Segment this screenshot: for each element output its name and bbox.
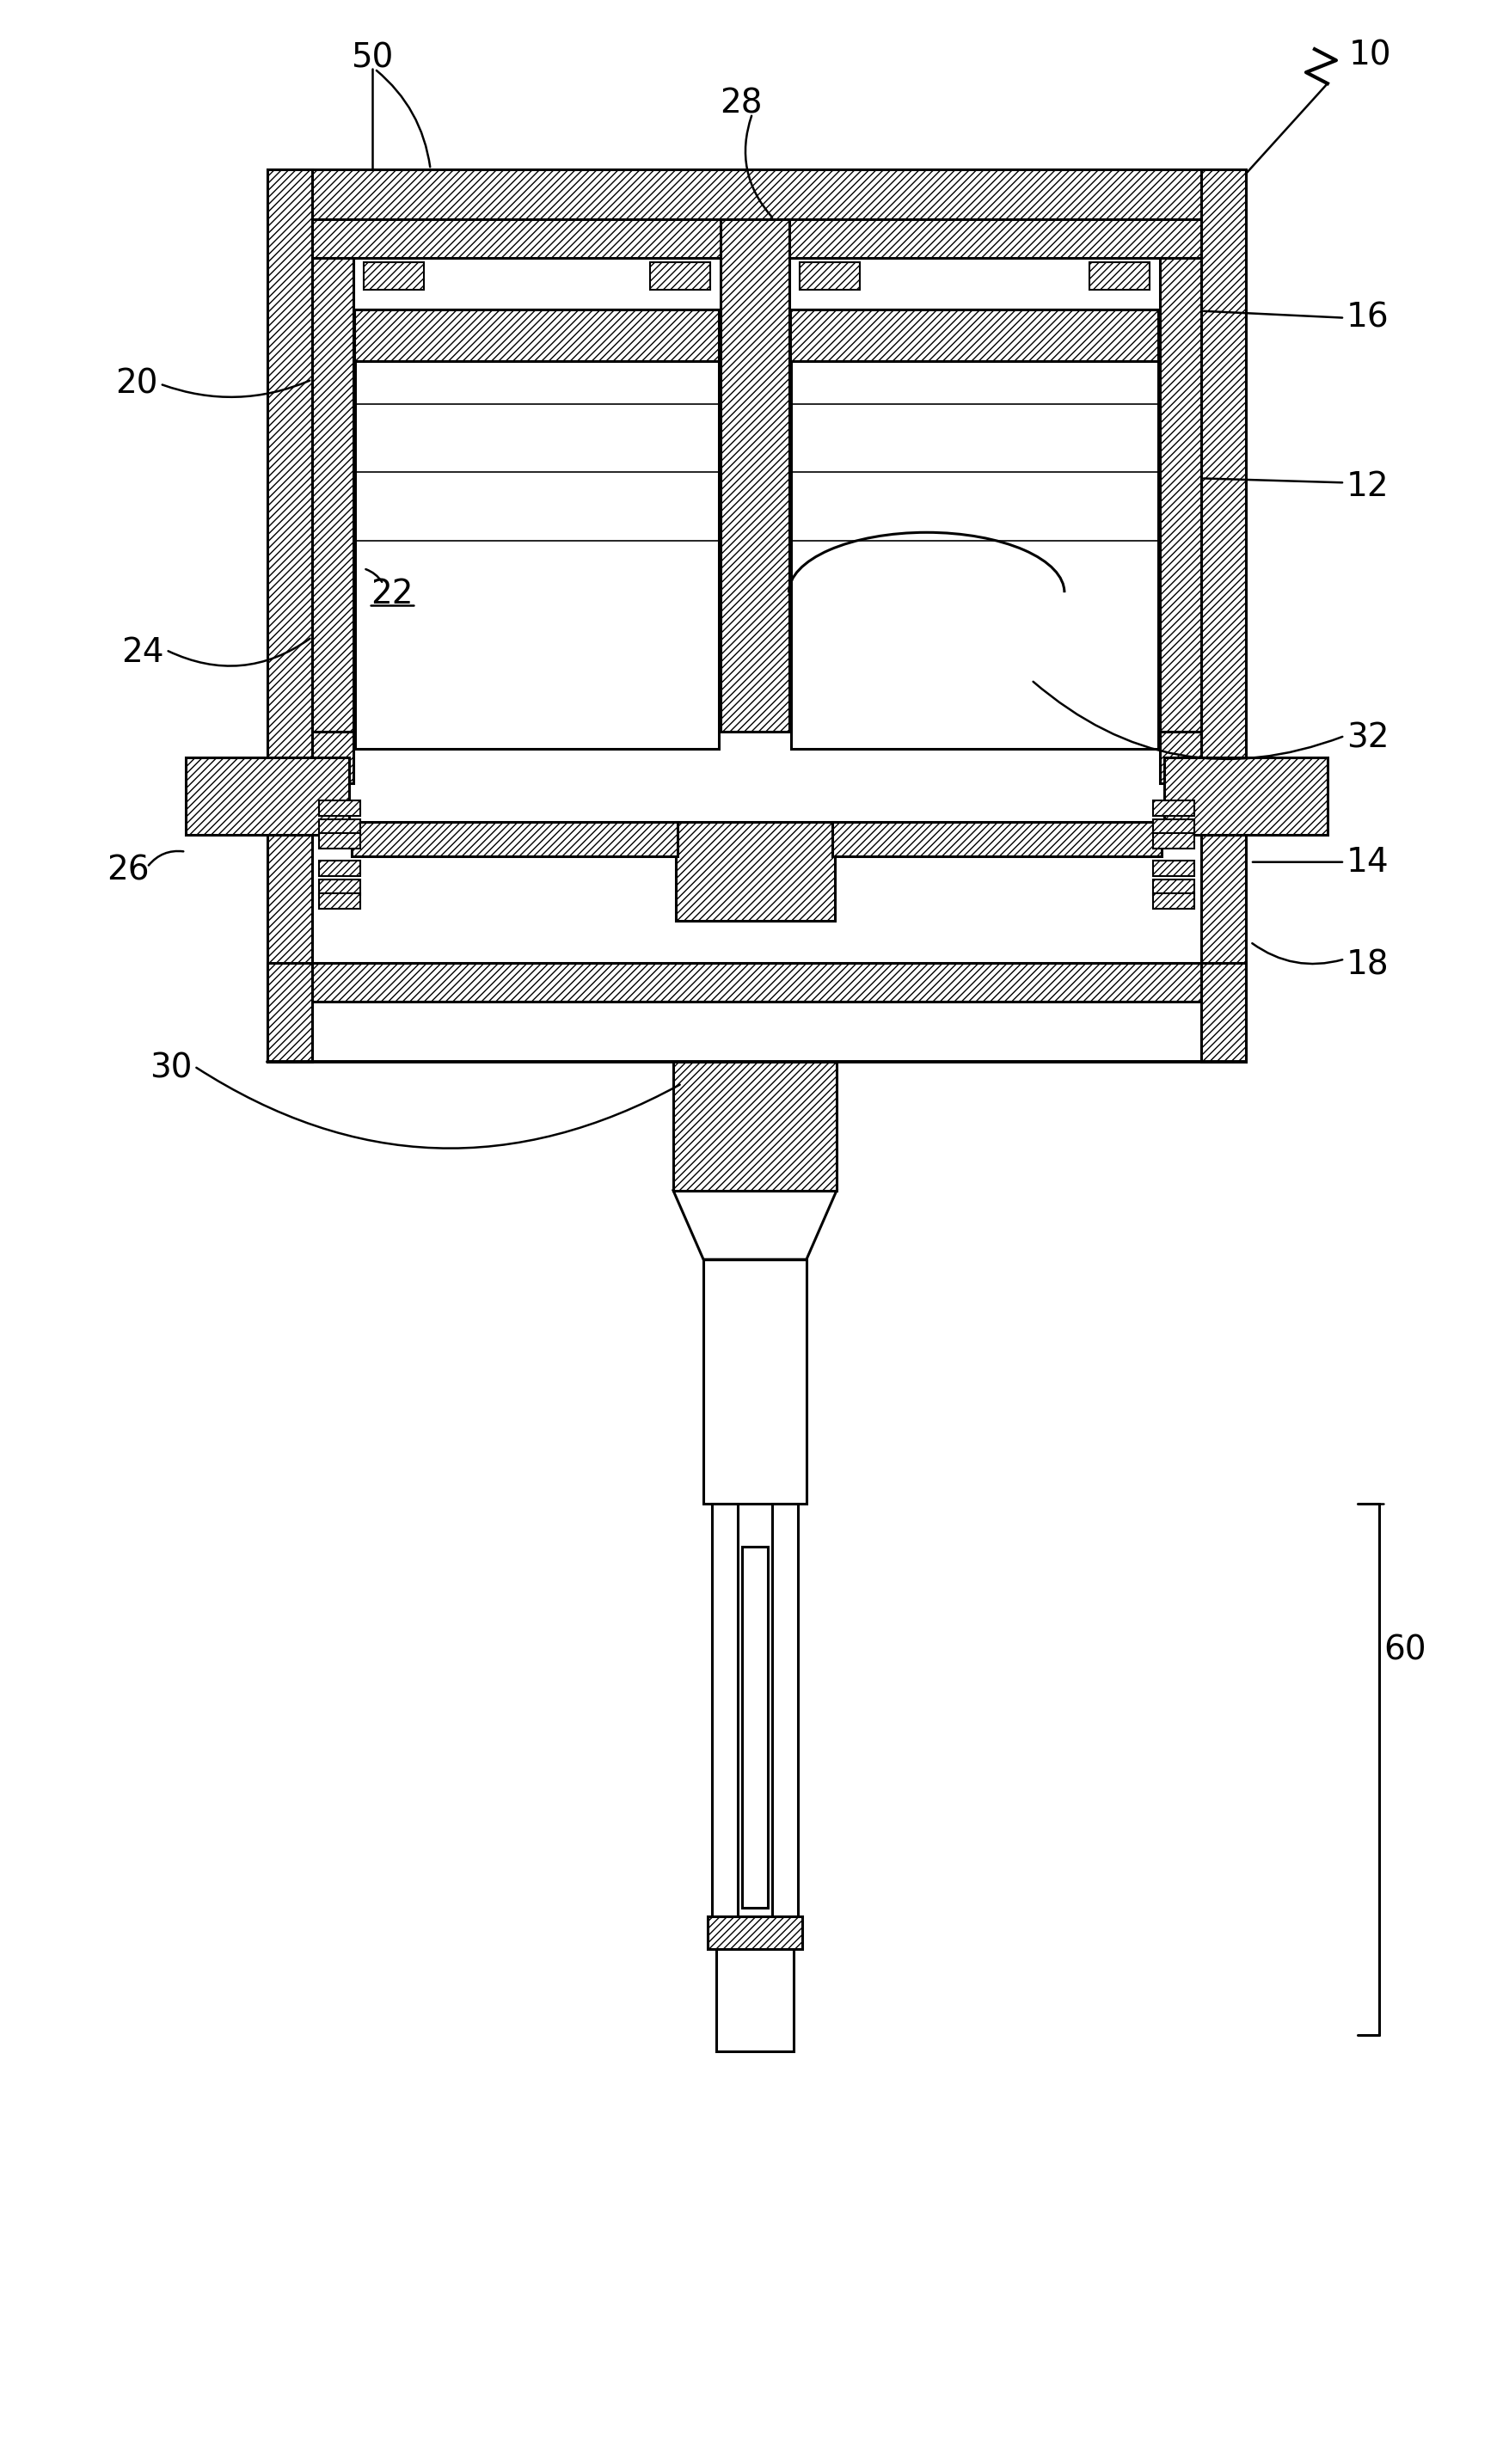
Text: 30: 30 — [149, 1052, 192, 1084]
Polygon shape — [1089, 261, 1150, 288]
Polygon shape — [703, 1259, 806, 1503]
Polygon shape — [318, 892, 359, 909]
Polygon shape — [318, 833, 359, 848]
Polygon shape — [312, 963, 1201, 1003]
Polygon shape — [715, 1949, 794, 2053]
Polygon shape — [352, 821, 678, 855]
Text: 16: 16 — [1346, 301, 1388, 335]
Polygon shape — [800, 261, 859, 288]
Polygon shape — [1159, 732, 1201, 784]
Polygon shape — [712, 1503, 738, 1917]
Text: 24: 24 — [122, 636, 164, 668]
Polygon shape — [676, 821, 834, 922]
Polygon shape — [267, 170, 312, 1062]
Polygon shape — [312, 732, 353, 784]
Text: 60: 60 — [1382, 1634, 1426, 1666]
Polygon shape — [355, 310, 718, 360]
Polygon shape — [708, 1917, 801, 1949]
Polygon shape — [673, 1062, 836, 1190]
Polygon shape — [771, 1503, 797, 1917]
Text: 14: 14 — [1346, 845, 1388, 877]
Polygon shape — [312, 219, 1201, 259]
Polygon shape — [1153, 892, 1194, 909]
Polygon shape — [1159, 259, 1201, 732]
Text: 20: 20 — [116, 367, 158, 399]
Polygon shape — [831, 821, 1162, 855]
Text: 12: 12 — [1346, 471, 1388, 503]
Polygon shape — [267, 170, 1245, 219]
Polygon shape — [1153, 880, 1194, 894]
Polygon shape — [1201, 170, 1245, 1062]
Polygon shape — [318, 818, 359, 835]
Text: 32: 32 — [1346, 722, 1388, 754]
Polygon shape — [791, 310, 1157, 360]
Polygon shape — [267, 963, 312, 1062]
Polygon shape — [355, 360, 718, 749]
Polygon shape — [741, 1547, 768, 1907]
Polygon shape — [1153, 818, 1194, 835]
Text: 10: 10 — [1349, 39, 1391, 71]
Polygon shape — [1163, 756, 1326, 835]
Polygon shape — [791, 360, 1157, 749]
Polygon shape — [318, 880, 359, 894]
Polygon shape — [673, 1190, 836, 1259]
Text: 18: 18 — [1346, 949, 1388, 981]
Text: 22: 22 — [370, 579, 413, 611]
Polygon shape — [1153, 801, 1194, 816]
Polygon shape — [318, 801, 359, 816]
Polygon shape — [650, 261, 709, 288]
Polygon shape — [1201, 963, 1245, 1062]
Text: 50: 50 — [350, 42, 392, 74]
Polygon shape — [312, 259, 353, 732]
Polygon shape — [318, 860, 359, 875]
Text: 26: 26 — [107, 855, 149, 887]
Polygon shape — [1153, 833, 1194, 848]
Polygon shape — [364, 261, 424, 288]
Polygon shape — [186, 756, 349, 835]
Text: 28: 28 — [720, 86, 762, 121]
Polygon shape — [720, 219, 789, 732]
Polygon shape — [1153, 860, 1194, 875]
